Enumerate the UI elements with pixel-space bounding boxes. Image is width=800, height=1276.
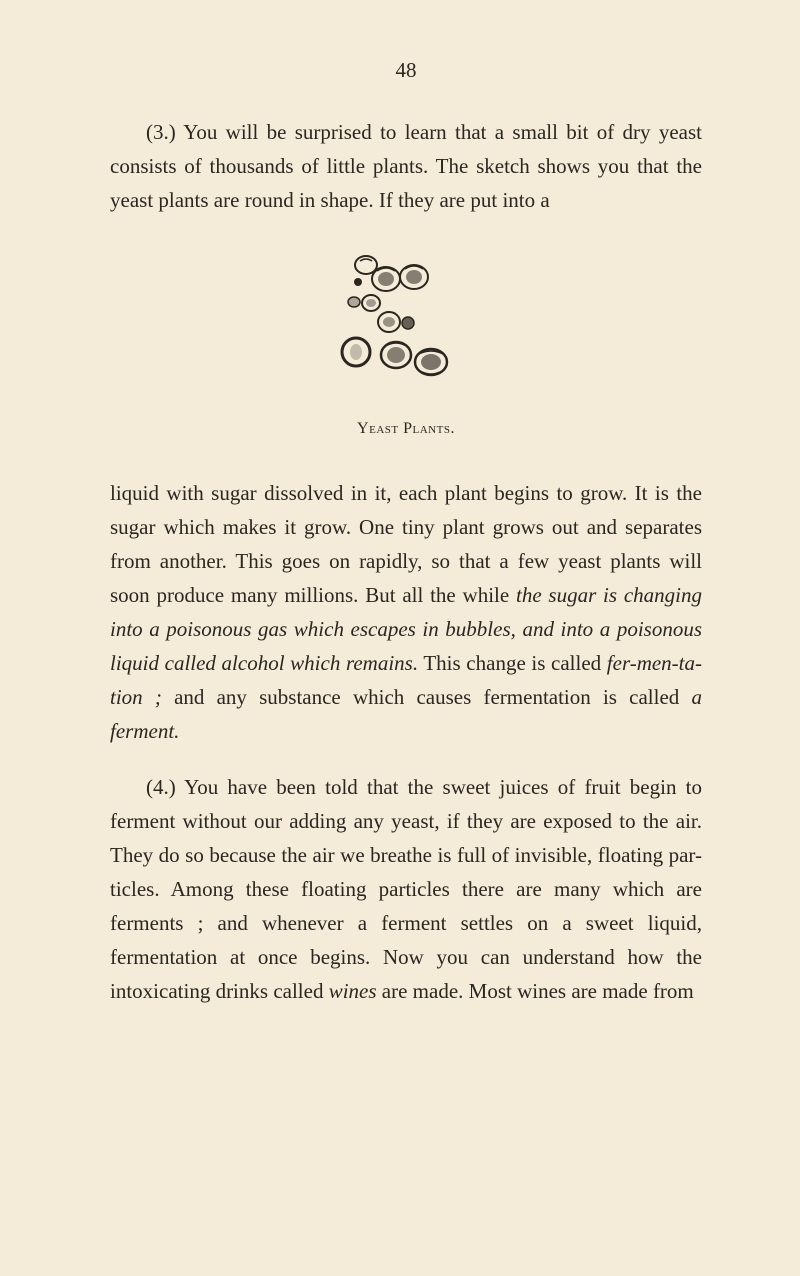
paragraph-2: liquid with sugar dissolved in it, each … bbox=[110, 476, 702, 748]
p2-part2: This change is called bbox=[418, 651, 607, 675]
yeast-plants-illustration bbox=[316, 247, 496, 402]
page-number: 48 bbox=[110, 58, 702, 83]
paragraph-1: (3.) You will be surprised to learn that… bbox=[110, 115, 702, 217]
illustration-block: Yeast Plants. bbox=[110, 247, 702, 438]
illustration-caption: Yeast Plants. bbox=[110, 420, 702, 438]
p3-part2: are made. Most wines are made from bbox=[377, 979, 694, 1003]
p3-part1: (4.) You have been told that the sweet j… bbox=[110, 775, 702, 1003]
yeast-svg bbox=[316, 247, 496, 397]
p2-part3: and any substance which causes fermentat… bbox=[162, 685, 692, 709]
paragraph-3: (4.) You have been told that the sweet j… bbox=[110, 770, 702, 1008]
p3-italic1: wines bbox=[329, 979, 377, 1003]
